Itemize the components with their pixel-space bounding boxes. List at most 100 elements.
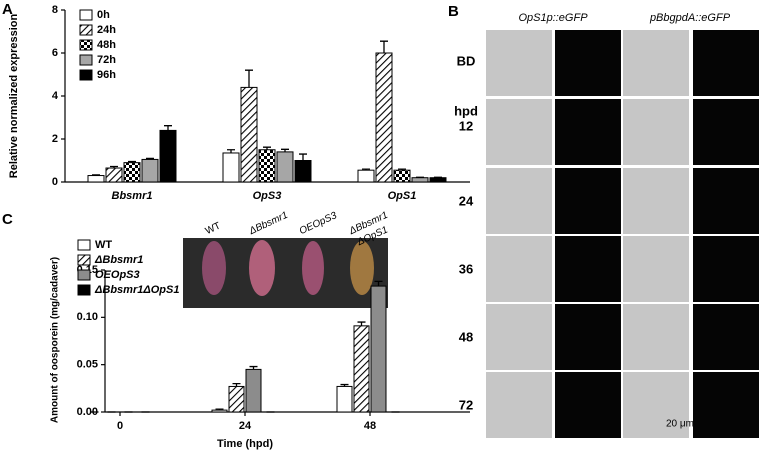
micrograph	[486, 30, 552, 96]
bar	[241, 87, 257, 182]
bar	[259, 150, 275, 182]
y-tick-label: 0	[52, 176, 58, 188]
bar	[376, 53, 392, 182]
bar	[277, 152, 293, 182]
bar	[212, 410, 227, 412]
scale-label: 20 μm	[666, 419, 694, 430]
legend-swatch	[78, 270, 90, 280]
legend-label: ΔBbsmr1	[94, 254, 143, 266]
bar	[124, 163, 140, 182]
micrograph	[693, 99, 759, 165]
row-label: 12	[459, 118, 473, 133]
micrograph	[623, 99, 689, 165]
legend-swatch	[78, 240, 90, 250]
micrograph	[486, 236, 552, 302]
y-tick-label: 4	[52, 90, 59, 102]
legend-swatch	[80, 25, 92, 35]
legend-swatch	[80, 10, 92, 20]
micrograph	[693, 372, 759, 438]
bar	[229, 386, 244, 412]
legend-swatch	[80, 40, 92, 50]
micrograph	[555, 99, 621, 165]
column-header: OpS1p::eGFP	[518, 12, 588, 24]
micrograph	[623, 168, 689, 234]
error-bar	[92, 175, 100, 176]
bar	[106, 168, 122, 182]
y-tick-label: 6	[52, 47, 58, 59]
micrograph	[623, 30, 689, 96]
bar	[430, 178, 446, 182]
bar	[246, 369, 261, 412]
error-bar	[299, 154, 307, 160]
x-tick-label: 48	[364, 420, 376, 432]
row-label: 24	[459, 193, 474, 208]
bar	[295, 161, 311, 183]
micrograph	[555, 168, 621, 234]
legend-label: 24h	[97, 24, 116, 36]
bar	[354, 326, 369, 412]
micrograph	[486, 168, 552, 234]
bar	[394, 170, 410, 182]
bar	[223, 153, 239, 182]
micrograph	[486, 304, 552, 370]
row-label: 72	[459, 397, 473, 412]
micrograph	[693, 304, 759, 370]
row-unit: hpd	[454, 103, 478, 118]
row-label: 36	[459, 261, 473, 276]
x-tick-label: Bbsmr1	[112, 190, 153, 202]
inset-label: WT	[204, 221, 223, 238]
micrograph	[555, 372, 621, 438]
bar	[142, 159, 158, 182]
micrograph	[555, 30, 621, 96]
inset-label: OEOpS3	[298, 210, 339, 237]
legend-label: ΔBbsmr1ΔOpS1	[94, 284, 179, 296]
panel-letter: C	[2, 211, 13, 228]
y-axis-title: Amount of oosporein (mg/cadaver)	[50, 257, 61, 423]
row-label: 48	[459, 329, 473, 344]
micrograph	[555, 236, 621, 302]
bar	[88, 176, 104, 182]
error-bar	[164, 126, 172, 131]
row-label: BD	[457, 53, 476, 68]
error-bar	[380, 41, 388, 53]
bar	[358, 170, 374, 182]
legend-swatch	[80, 70, 92, 80]
column-header: pBbgpdA::eGFP	[649, 12, 731, 24]
x-tick-label: OpS1	[388, 190, 417, 202]
legend-label: WT	[95, 239, 112, 251]
bar	[160, 130, 176, 182]
bar	[412, 178, 428, 182]
x-axis-title: Time (hpd)	[217, 438, 273, 450]
inset-photo	[183, 238, 388, 308]
error-bar	[245, 70, 253, 87]
micrograph	[693, 168, 759, 234]
legend-label: 0h	[97, 9, 110, 21]
bar	[337, 386, 352, 412]
legend-label: 96h	[97, 69, 116, 81]
micrograph	[623, 304, 689, 370]
legend-label: OEOpS3	[95, 269, 140, 281]
y-tick-label: 8	[52, 4, 58, 16]
micrograph	[486, 372, 552, 438]
legend-label: 72h	[97, 54, 116, 66]
inset-label: ΔBbsmr1	[247, 210, 290, 238]
micrograph	[693, 30, 759, 96]
legend-swatch	[78, 285, 90, 295]
x-tick-label: 0	[117, 420, 123, 432]
legend-swatch	[78, 255, 90, 265]
y-tick-label: 2	[52, 133, 58, 145]
legend-label: 48h	[97, 39, 116, 51]
y-axis-title: Relative normalized expression	[8, 13, 20, 178]
x-tick-label: OpS3	[253, 190, 282, 202]
error-bar	[358, 322, 366, 326]
bar	[371, 286, 386, 412]
micrograph	[693, 236, 759, 302]
micrograph	[486, 99, 552, 165]
panel-letter: B	[448, 3, 459, 20]
x-tick-label: 24	[239, 420, 252, 432]
y-tick-label: 0.10	[77, 311, 98, 323]
y-tick-label: 0.05	[77, 359, 98, 371]
legend-swatch	[80, 55, 92, 65]
micrograph	[555, 304, 621, 370]
